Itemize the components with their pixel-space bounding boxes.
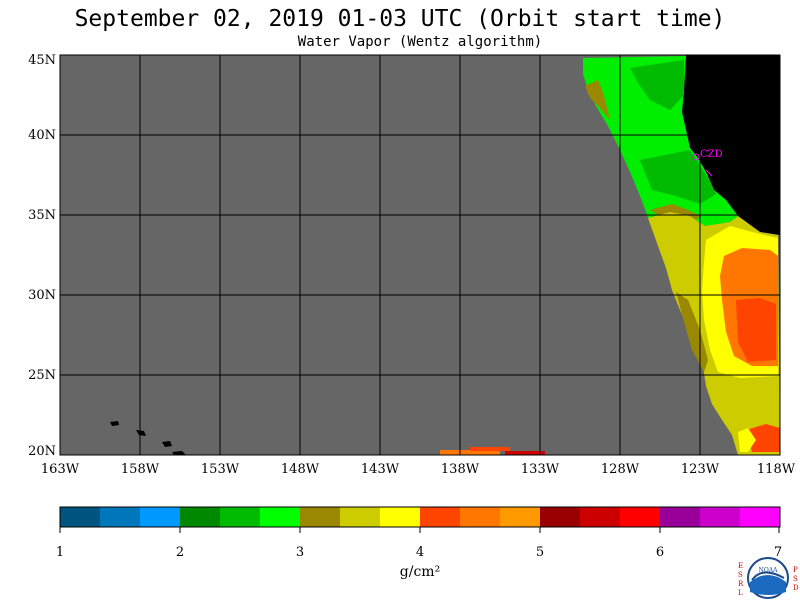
colorbar-cell	[100, 507, 141, 527]
lon-label: 118W	[757, 462, 796, 477]
station-circle-icon	[692, 153, 700, 161]
colorbar-cell	[300, 507, 341, 527]
colorbar-tick-label: 4	[416, 545, 424, 560]
colorbar-cell	[420, 507, 461, 527]
hawaiian-islands	[110, 421, 186, 455]
colorbar-cell	[700, 507, 741, 527]
lat-label: 20N	[28, 444, 56, 459]
map-panel: CZD 45N 40N 35N 30N 25N 20N 163W 158W 15…	[28, 53, 796, 477]
colorbar-tick-label: 2	[176, 545, 184, 560]
noaa-logo-text: NOAA	[759, 567, 779, 574]
colorbar-tick-label: 5	[536, 545, 544, 560]
vapor-strip-orange	[440, 450, 500, 455]
longitude-labels: 163W 158W 153W 148W 143W 138W 133W 128W …	[41, 462, 796, 477]
colorbar-cell	[460, 507, 501, 527]
colorbar-tick-labels: 1 2 3 4 5 6 7	[56, 545, 782, 560]
land-north-america	[682, 55, 780, 235]
colorbar-cell	[500, 507, 541, 527]
colorbar-cell	[740, 507, 781, 527]
map-gridlines	[60, 55, 780, 455]
lon-label: 123W	[681, 462, 720, 477]
vapor-region-red-orange	[736, 298, 776, 362]
station-tick	[705, 169, 713, 177]
colorbar-cell	[220, 507, 261, 527]
lat-label: 25N	[28, 368, 56, 383]
vapor-region-yellow-south	[738, 428, 756, 452]
lon-label: 153W	[201, 462, 240, 477]
lon-label: 163W	[41, 462, 80, 477]
colorbar-tick-label: 7	[774, 545, 782, 560]
colorbar-cell	[660, 507, 701, 527]
colorbar-unit-label: g/cm²	[400, 564, 440, 580]
colorbar-cell	[340, 507, 381, 527]
colorbar-cell	[580, 507, 621, 527]
lon-label: 128W	[601, 462, 640, 477]
map-subtitle: Water Vapor (Wentz algorithm)	[297, 34, 543, 50]
lon-label: 158W	[121, 462, 160, 477]
vapor-region-darkgreen	[630, 60, 684, 110]
lon-label: 143W	[361, 462, 400, 477]
vapor-strip-red-orange	[470, 447, 510, 451]
colorbar-cells	[60, 507, 781, 527]
lon-label: 133W	[521, 462, 560, 477]
colorbar-cell	[60, 507, 101, 527]
lat-label: 40N	[28, 128, 56, 143]
vapor-region-darkgreen-2	[640, 150, 716, 204]
colorbar-cell	[260, 507, 301, 527]
latitude-labels: 45N 40N 35N 30N 25N 20N	[28, 53, 56, 459]
station-label: CZD	[700, 149, 723, 160]
colorbar-cell	[180, 507, 221, 527]
colorbar-cell	[540, 507, 581, 527]
map-frame	[59, 54, 781, 456]
lat-label: 45N	[28, 53, 56, 68]
vapor-region-orange-south	[746, 424, 780, 452]
station-marker: CZD	[692, 149, 723, 177]
lat-label: 30N	[28, 288, 56, 303]
colorbar-ticks	[59, 527, 780, 533]
map-title: September 02, 2019 01-03 UTC (Orbit star…	[74, 6, 726, 32]
lon-label: 138W	[441, 462, 480, 477]
lat-label: 35N	[28, 208, 56, 223]
vapor-strip-red	[505, 451, 545, 455]
colorbar: 1 2 3 4 5 6 7 g/cm²	[56, 506, 782, 580]
noaa-wave-icon	[750, 575, 786, 595]
colorbar-tick-label: 3	[296, 545, 304, 560]
colorbar-tick-label: 1	[56, 545, 64, 560]
vapor-region-olive	[585, 80, 610, 120]
lon-label: 148W	[281, 462, 320, 477]
colorbar-tick-label: 6	[656, 545, 664, 560]
colorbar-cell	[140, 507, 181, 527]
colorbar-cell	[380, 507, 421, 527]
colorbar-cell	[620, 507, 661, 527]
